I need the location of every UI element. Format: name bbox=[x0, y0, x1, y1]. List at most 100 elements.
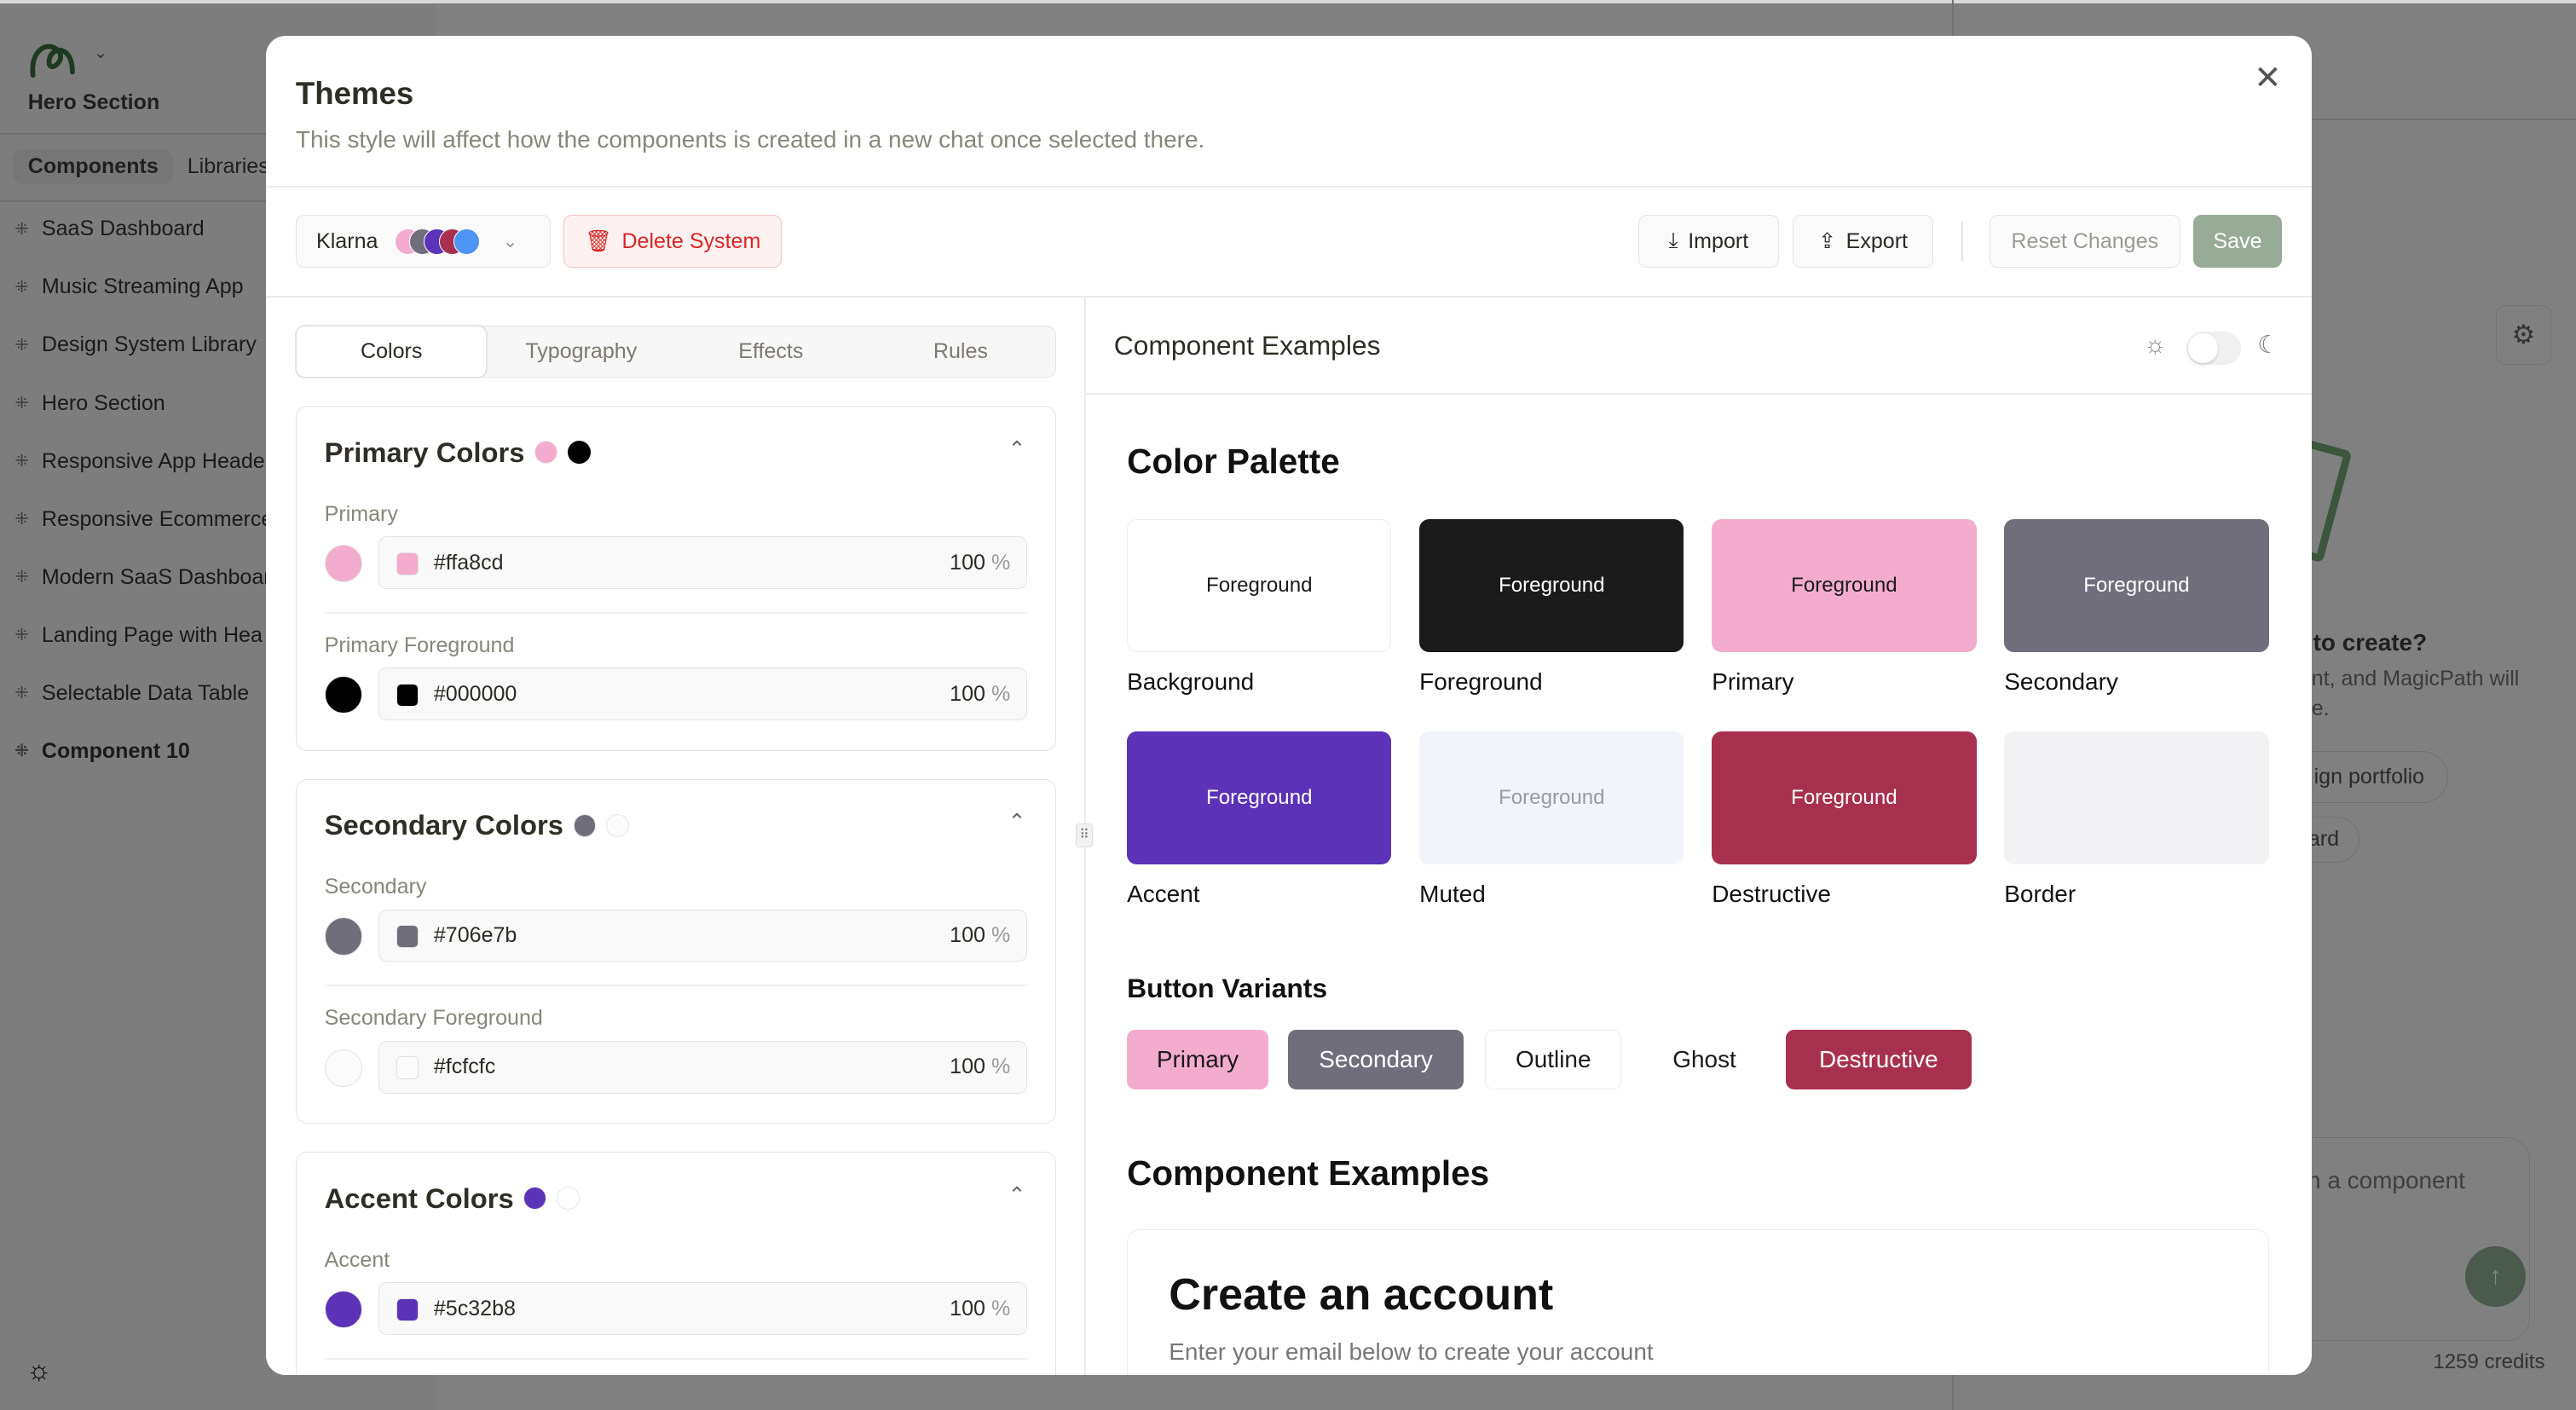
field-label: Primary Foreground bbox=[324, 633, 515, 657]
color-swatch bbox=[396, 552, 419, 575]
percent-sign: % bbox=[991, 550, 1011, 575]
palette-label: Background bbox=[1127, 668, 1255, 696]
hex-input[interactable]: #000000 100 % bbox=[378, 667, 1028, 721]
export-button[interactable]: ⇪ Export bbox=[1792, 215, 1934, 269]
palette-swatch: Foreground bbox=[1712, 519, 1977, 653]
button-variants-title: Button Variants bbox=[1127, 972, 1328, 1003]
sidebar-item-label: Music Streaming App bbox=[41, 274, 244, 299]
swatch-text: Foreground bbox=[2083, 574, 2190, 598]
swatch-text: Foreground bbox=[1499, 785, 1605, 809]
component-icon: ⁜ bbox=[14, 395, 29, 413]
component-icon: ⁜ bbox=[14, 569, 29, 587]
theme-swatches bbox=[394, 228, 480, 255]
send-button[interactable]: ↑ bbox=[2464, 1245, 2527, 1308]
color-picker-circle[interactable] bbox=[324, 544, 362, 583]
hex-input[interactable]: #5c32b8 100 % bbox=[378, 1282, 1028, 1335]
chevron-up-icon[interactable]: ⌃ bbox=[1008, 436, 1026, 461]
dark-mode-toggle[interactable] bbox=[2186, 332, 2241, 365]
chevron-down-icon[interactable]: ⌄ bbox=[93, 44, 107, 63]
field-label: Secondary bbox=[324, 875, 427, 899]
variant-button-primary[interactable]: Primary bbox=[1127, 1030, 1268, 1089]
component-icon: ⁜ bbox=[14, 220, 29, 239]
import-button[interactable]: ⤓ Import bbox=[1637, 215, 1780, 269]
color-picker-circle[interactable] bbox=[324, 1049, 362, 1087]
opacity-value[interactable]: 100 % bbox=[950, 923, 1010, 948]
opacity-value[interactable]: 100 % bbox=[950, 682, 1010, 707]
sidebar-item[interactable]: ⁜ Selectable Data Table bbox=[14, 681, 249, 706]
tab-effects[interactable]: Effects bbox=[738, 338, 804, 363]
gear-icon: ⚙ bbox=[2511, 320, 2536, 350]
sidebar-item[interactable]: ⁜ Component 10 bbox=[14, 739, 190, 764]
group-swatch bbox=[567, 441, 591, 465]
percent-sign: % bbox=[991, 681, 1011, 706]
palette-swatch: Foreground bbox=[2004, 519, 2269, 653]
sidebar-item[interactable]: ⁜ Responsive Ecommerce bbox=[14, 507, 273, 532]
save-button[interactable]: Save bbox=[2192, 215, 2282, 269]
palette-label: Primary bbox=[1712, 668, 1794, 696]
sidebar-item-label: SaaS Dashboard bbox=[41, 217, 205, 241]
sidebar-item[interactable]: ⁜ Music Streaming App bbox=[14, 274, 243, 299]
component-icon: ⁜ bbox=[14, 278, 29, 297]
close-button[interactable]: ✕ bbox=[2254, 59, 2281, 97]
field-divider bbox=[324, 985, 1028, 987]
color-picker-circle[interactable] bbox=[324, 1290, 362, 1329]
group-swatch bbox=[523, 1187, 547, 1211]
settings-button[interactable]: ⚙ bbox=[2495, 305, 2552, 365]
hex-input[interactable]: #ffa8cd 100 % bbox=[378, 536, 1028, 589]
component-icon: ⁜ bbox=[14, 336, 29, 355]
field-label: Accent bbox=[324, 1247, 390, 1272]
variant-button-secondary[interactable]: Secondary bbox=[1287, 1030, 1464, 1089]
sidebar-item[interactable]: ⁜ Design System Library bbox=[14, 332, 257, 357]
swatch-text: Foreground bbox=[1791, 785, 1897, 809]
group-title[interactable]: Accent Colors bbox=[325, 1182, 580, 1215]
sidebar-item[interactable]: ⁜ Landing Page with Hea bbox=[14, 623, 263, 648]
hex-input[interactable]: #fcfcfc 100 % bbox=[378, 1040, 1028, 1094]
group-title[interactable]: Primary Colors bbox=[325, 436, 591, 469]
palette-swatch: Foreground bbox=[1419, 731, 1684, 864]
suggestion-chip[interactable]: ign portfolio bbox=[2263, 750, 2449, 804]
palette-label: Destructive bbox=[1712, 881, 1831, 908]
palette-label: Secondary bbox=[2004, 668, 2118, 696]
chevron-up-icon[interactable]: ⌃ bbox=[1008, 810, 1026, 835]
opacity-value[interactable]: 100 % bbox=[950, 1055, 1010, 1079]
color-group: Primary Colors ⌃ Primary #ffa8cd 100 % Primar… bbox=[295, 406, 1057, 751]
color-picker-circle[interactable] bbox=[324, 676, 362, 714]
sidebar-item[interactable]: ⁜ Modern SaaS Dashboard bbox=[14, 565, 282, 590]
tab-components[interactable]: Components bbox=[13, 149, 174, 184]
tab-colors[interactable]: Colors bbox=[296, 326, 487, 378]
tab-typography[interactable]: Typography bbox=[525, 338, 638, 363]
opacity-value[interactable]: 100 % bbox=[950, 1297, 1010, 1321]
palette-label: Foreground bbox=[1419, 668, 1543, 696]
chevron-up-icon[interactable]: ⌃ bbox=[1008, 1182, 1026, 1207]
prompt-input[interactable]: on a component ↑ bbox=[2198, 1136, 2531, 1341]
arrow-up-icon: ↑ bbox=[2489, 1263, 2502, 1291]
hex-input[interactable]: #706e7b 100 % bbox=[378, 909, 1028, 962]
color-field: #ffa8cd 100 % bbox=[324, 536, 1028, 589]
palette-swatch: Foreground bbox=[1127, 519, 1392, 653]
group-title-text: Secondary Colors bbox=[324, 809, 563, 841]
theme-sun-icon[interactable]: ☼ bbox=[26, 1354, 52, 1386]
color-picker-circle[interactable] bbox=[324, 917, 362, 956]
group-title[interactable]: Secondary Colors bbox=[325, 809, 629, 841]
group-swatch bbox=[556, 1187, 580, 1211]
delete-label: Delete System bbox=[621, 228, 761, 253]
tab-rules[interactable]: Rules bbox=[933, 338, 988, 363]
sidebar-item[interactable]: ⁜ SaaS Dashboard bbox=[14, 217, 204, 241]
tab-libraries[interactable]: Libraries bbox=[187, 154, 269, 179]
group-swatch bbox=[606, 813, 629, 837]
theme-select[interactable]: Klarna ⌄ bbox=[295, 215, 551, 269]
delete-system-button[interactable]: 🗑 Delete System bbox=[563, 215, 783, 269]
variant-button-destructive[interactable]: Destructive bbox=[1785, 1030, 1972, 1089]
resize-handle[interactable]: ⠿ bbox=[1076, 823, 1093, 848]
sidebar-item[interactable]: ⁜ Hero Section bbox=[14, 391, 165, 416]
reset-changes-button[interactable]: Reset Changes bbox=[1989, 215, 2180, 269]
variant-button-outline[interactable]: Outline bbox=[1485, 1030, 1622, 1089]
sidebar-item-label: Component 10 bbox=[41, 738, 190, 763]
sidebar-item[interactable]: ⁜ Responsive App Header bbox=[14, 449, 272, 474]
component-examples-title: Component Examples bbox=[1127, 1153, 1490, 1193]
variant-button-ghost[interactable]: Ghost bbox=[1643, 1030, 1766, 1089]
modal-title: Themes bbox=[295, 75, 414, 111]
sidebar-item-label: Selectable Data Table bbox=[41, 680, 250, 705]
opacity-value[interactable]: 100 % bbox=[950, 551, 1010, 575]
